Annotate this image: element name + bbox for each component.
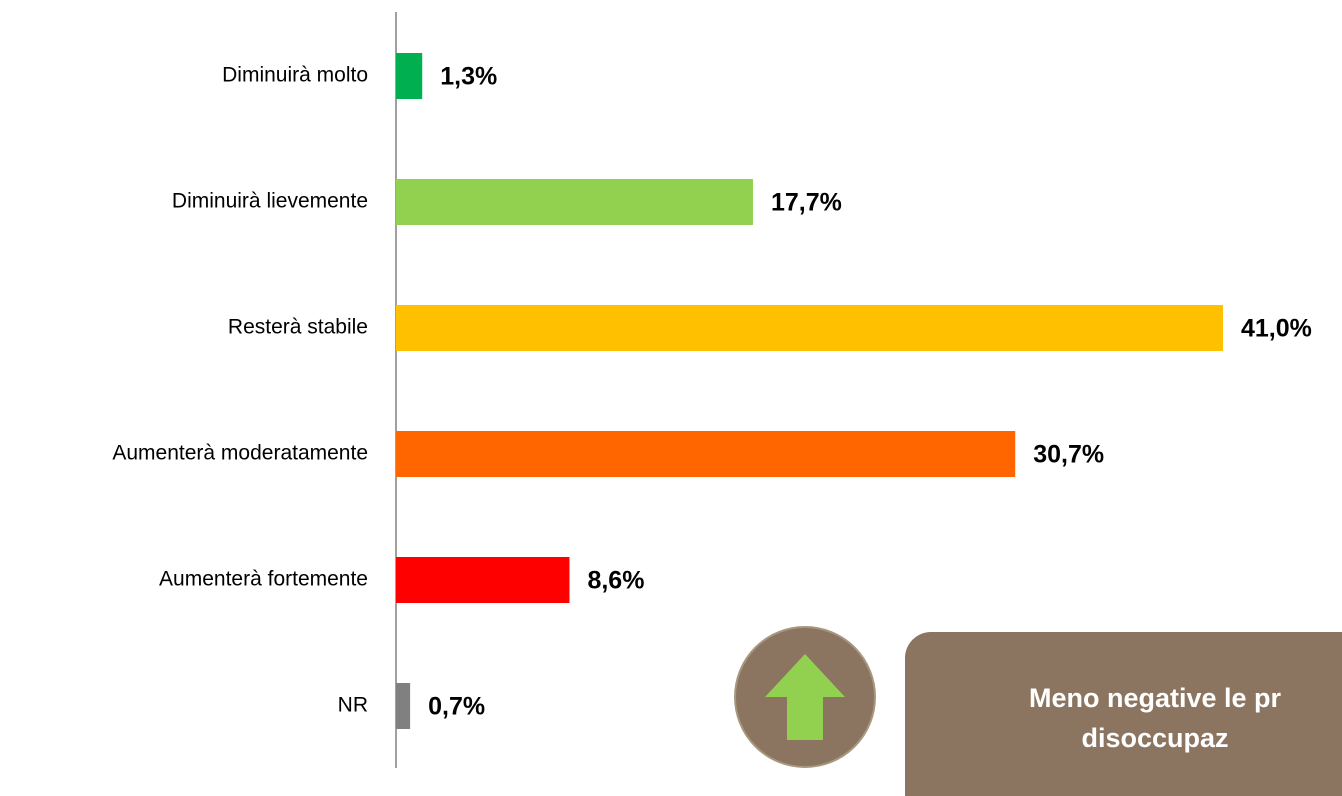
value-label: 0,7% bbox=[428, 693, 485, 721]
bar bbox=[396, 557, 570, 603]
value-label: 17,7% bbox=[771, 189, 842, 217]
value-label: 30,7% bbox=[1033, 441, 1104, 469]
value-label: 8,6% bbox=[587, 567, 644, 595]
bar bbox=[396, 305, 1223, 351]
category-label: Diminuirà lievemente bbox=[172, 190, 368, 213]
category-label: Aumenterà fortemente bbox=[159, 568, 368, 591]
bar bbox=[396, 53, 423, 99]
up-arrow bbox=[765, 654, 845, 740]
annotation-text: Meno negative le pr bbox=[1029, 683, 1282, 713]
value-label: 1,3% bbox=[440, 63, 497, 91]
bar bbox=[396, 179, 754, 225]
category-label: Aumenterà moderatamente bbox=[112, 442, 368, 465]
value-label: 41,0% bbox=[1241, 315, 1312, 343]
annotation-text: disoccupaz bbox=[1081, 723, 1228, 753]
category-label: Resterà stabile bbox=[228, 316, 368, 339]
category-label: Diminuirà molto bbox=[222, 64, 368, 87]
category-label: NR bbox=[338, 694, 368, 717]
bar bbox=[396, 431, 1016, 477]
annotation: Meno negative le pr disoccupaz bbox=[734, 626, 1342, 796]
annotation-box bbox=[905, 632, 1342, 796]
bar bbox=[396, 683, 411, 729]
